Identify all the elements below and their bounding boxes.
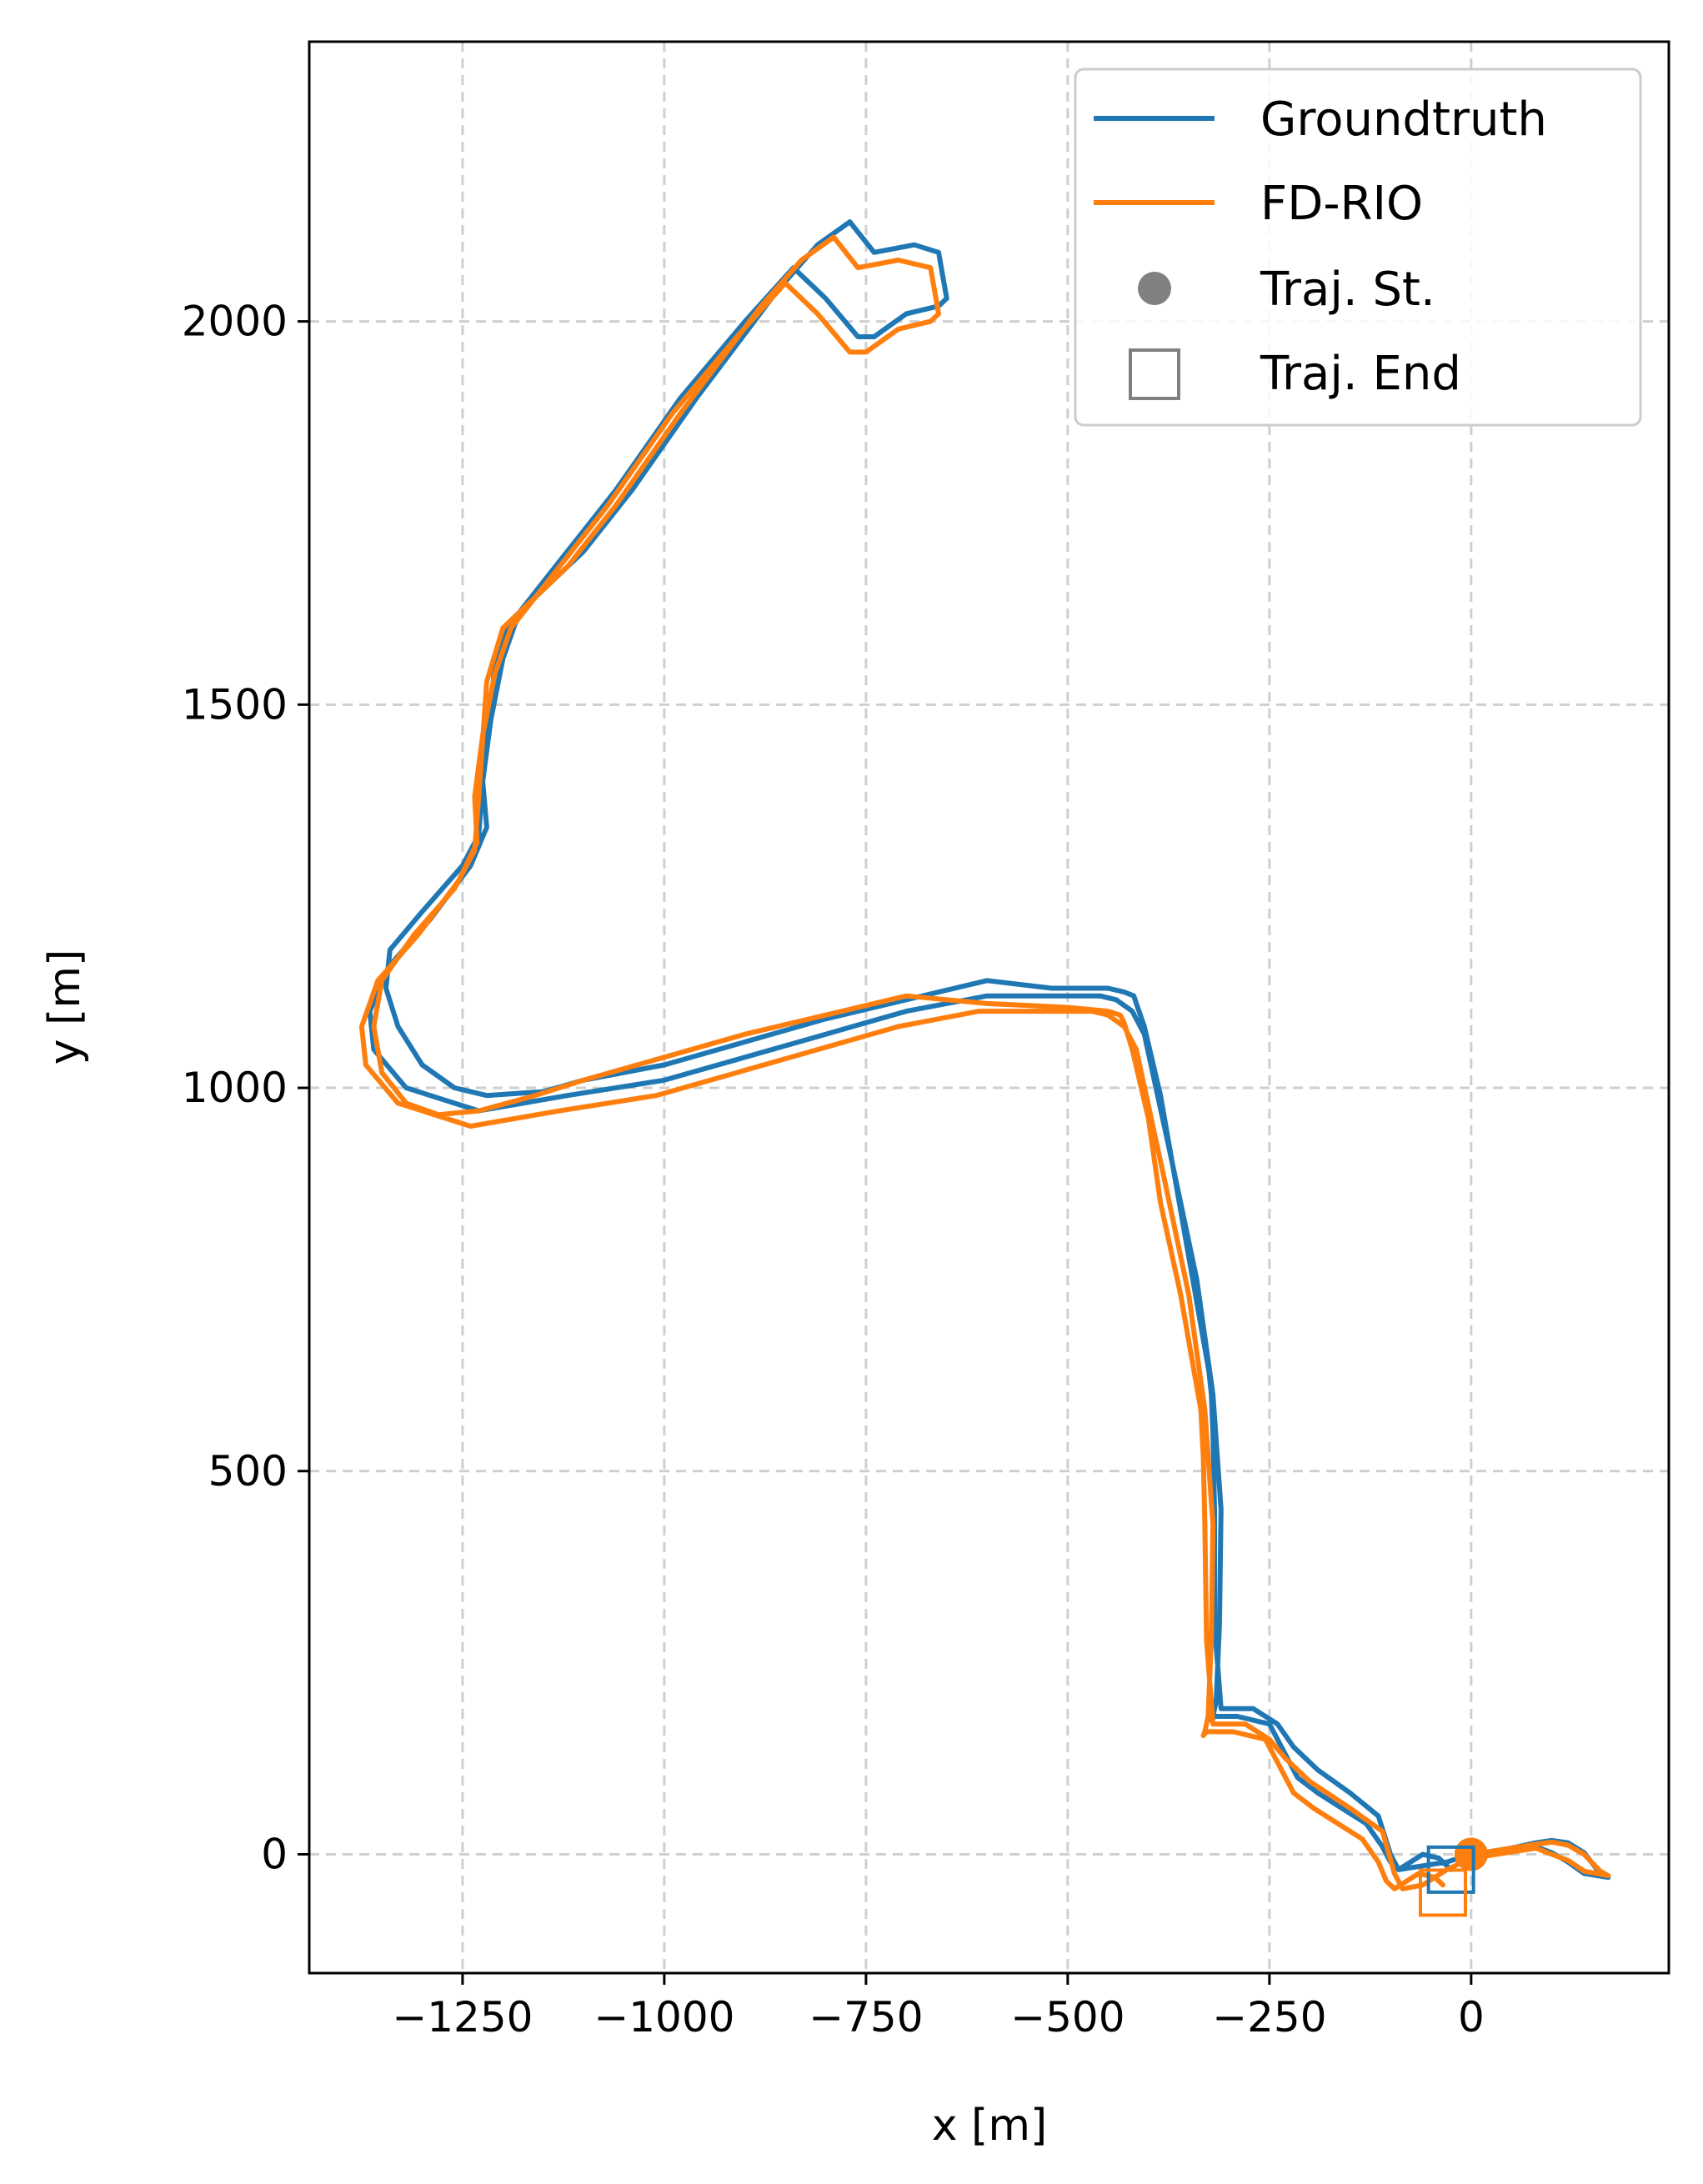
x-tick-label: −250 (1212, 1993, 1326, 2041)
x-axis-ticks: −1250 −1000 −750 −500 −250 0 (392, 1973, 1485, 2041)
plot-frame (308, 40, 1670, 1975)
y-axis-label: y [m] (40, 949, 90, 1065)
legend-start-label: Traj. St. (1260, 263, 1435, 317)
legend-groundtruth-label: Groundtruth (1260, 93, 1547, 147)
x-tick-label: −1250 (392, 1993, 533, 2041)
legend: Groundtruth FD-RIO Traj. St. Traj. End (1074, 68, 1642, 427)
y-axis-ticks: 0 500 1000 1500 2000 (182, 298, 309, 1878)
y-tick-label: 2000 (182, 298, 288, 346)
y-tick-label: 500 (208, 1447, 288, 1495)
x-tick-label: −750 (809, 1993, 923, 2041)
legend-end-marker (1129, 348, 1180, 400)
series-line-fd-rio (358, 234, 1611, 1891)
y-tick-label: 1500 (182, 680, 288, 729)
x-tick-label: −1000 (594, 1993, 734, 2041)
x-tick-label: −500 (1010, 1993, 1124, 2041)
x-axis-label: x [m] (932, 2101, 1048, 2151)
legend-end-label: Traj. End (1260, 347, 1461, 401)
legend-fdrio-label: FD-RIO (1260, 177, 1423, 231)
marker-layer (1418, 1837, 1488, 1917)
start-marker-fd-rio (1454, 1837, 1488, 1871)
legend-start-marker (1138, 272, 1171, 305)
series-line-groundtruth (367, 219, 1611, 1881)
y-tick-label: 1000 (182, 1064, 288, 1112)
end-marker-fd-rio (1418, 1868, 1467, 1917)
legend-box (1074, 68, 1642, 427)
series-layer (358, 219, 1611, 1891)
x-tick-label: 0 (1458, 1993, 1485, 2041)
y-tick-label: 0 (261, 1830, 288, 1878)
